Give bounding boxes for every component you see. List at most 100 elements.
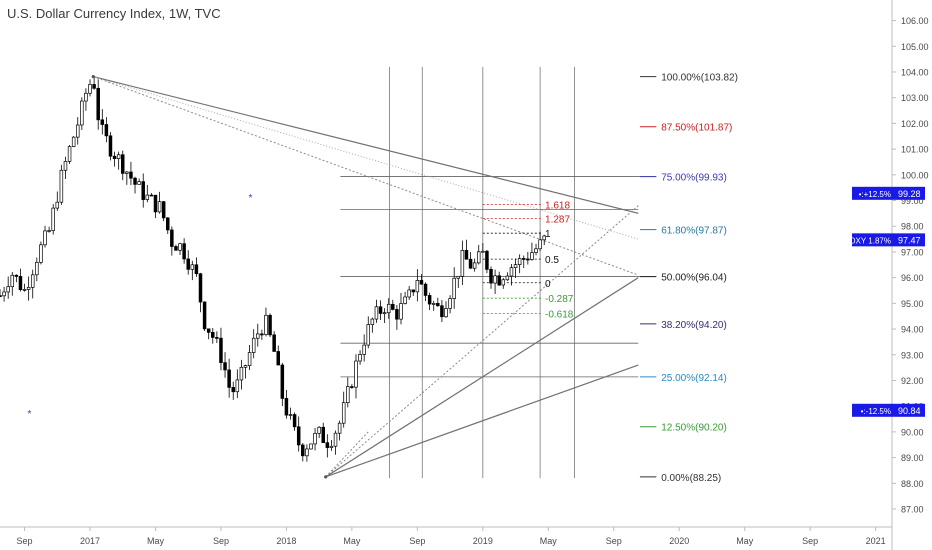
time-axis-label: 2021: [866, 536, 886, 546]
candle: [395, 309, 399, 320]
price-axis-label: 101.00: [901, 145, 929, 155]
time-axis-label: Sep: [17, 536, 33, 546]
candle: [182, 243, 186, 260]
trend-line: [93, 76, 639, 276]
candle: [116, 154, 121, 159]
price-axis-label: 87.00: [901, 505, 924, 515]
candle: [18, 276, 23, 290]
price-badge-label-box: [852, 186, 893, 200]
candle: [481, 250, 485, 253]
extension-level-label: -0.287: [545, 294, 574, 305]
price-badge-value-box: [893, 233, 925, 247]
extension-level-label: 0: [545, 279, 551, 290]
price-badge-label: •:+12.5%: [859, 190, 891, 199]
candle: [256, 333, 260, 339]
candle: [382, 312, 387, 315]
price-axis-label: 105.00: [901, 42, 929, 52]
candle: [427, 295, 432, 305]
candle: [513, 264, 518, 268]
candle: [174, 246, 178, 251]
price-axis-label: 95.00: [901, 299, 924, 309]
candle: [235, 379, 240, 393]
candlestick-series: [0, 75, 546, 462]
candle: [386, 303, 391, 314]
time-axis-label: May: [147, 536, 165, 546]
candle: [489, 269, 493, 284]
extension-level-label: 0.5: [545, 255, 559, 266]
candle: [346, 386, 350, 403]
candle: [476, 251, 481, 264]
candle: [96, 87, 100, 121]
candle: [264, 314, 268, 335]
candle: [141, 181, 145, 200]
candle: [47, 230, 51, 232]
candle: [190, 264, 195, 270]
candle: [104, 124, 109, 137]
price-axis-label: 99.00: [901, 196, 924, 206]
candle: [419, 280, 424, 285]
extension-level-label: 1.287: [545, 215, 570, 226]
candle: [399, 303, 403, 320]
candle: [505, 275, 510, 281]
candle: [431, 303, 436, 305]
candle: [333, 432, 338, 447]
price-badge-value: 99.28: [898, 189, 921, 199]
candle: [452, 277, 456, 299]
candle: [35, 261, 39, 276]
candle: [407, 289, 411, 298]
candle: [296, 426, 301, 446]
candle: [59, 169, 64, 203]
swing-low-point: [324, 475, 328, 479]
price-axis-label: 89.00: [901, 453, 924, 463]
time-axis-label: Sep: [606, 536, 622, 546]
candle: [366, 324, 371, 346]
candle: [88, 84, 92, 94]
candle: [276, 351, 280, 366]
candle: [497, 275, 501, 286]
candle: [423, 283, 428, 296]
price-badge-value-box: [893, 186, 925, 200]
time-axis-label: 2017: [80, 536, 100, 546]
candle: [358, 354, 362, 362]
candle: [125, 171, 129, 174]
candle: [247, 352, 252, 366]
candle: [80, 100, 84, 126]
candle: [350, 386, 354, 388]
candle: [374, 306, 379, 320]
price-axis-label: 102.00: [901, 119, 929, 129]
candle: [10, 274, 15, 288]
candle: [444, 308, 448, 318]
fib-level-label: 61.80%(97.87): [661, 226, 727, 237]
candle: [14, 274, 19, 277]
candle: [30, 274, 35, 288]
candle: [186, 258, 190, 270]
trend-line: [325, 205, 639, 478]
chart-marker-icon: *: [28, 409, 32, 420]
chart-title: U.S. Dollar Currency Index, 1W, TVC: [7, 6, 221, 21]
candle: [517, 258, 522, 265]
candle: [0, 295, 2, 297]
candle: [22, 289, 27, 291]
candle: [202, 301, 207, 330]
candle: [178, 243, 182, 251]
candle: [460, 250, 465, 277]
candle: [71, 136, 76, 147]
price-axis-label: 90.00: [901, 427, 924, 437]
candle: [108, 135, 113, 157]
fib-level-label: 25.00%(92.14): [661, 373, 727, 384]
fib-level-label: 12.50%(90.20): [661, 423, 727, 434]
candle: [370, 318, 375, 325]
candle: [26, 286, 31, 290]
candle: [112, 155, 117, 159]
candle: [149, 194, 154, 197]
time-axis-label: 2019: [473, 536, 493, 546]
candle: [284, 398, 289, 416]
price-badge-value: 97.47: [898, 235, 921, 245]
price-axis-label: 97.00: [901, 247, 924, 257]
candle: [161, 201, 166, 219]
fib-level-label: 50.00%(96.04): [661, 273, 727, 284]
candle: [166, 217, 170, 231]
candle: [509, 267, 514, 277]
trend-line: [93, 76, 639, 214]
